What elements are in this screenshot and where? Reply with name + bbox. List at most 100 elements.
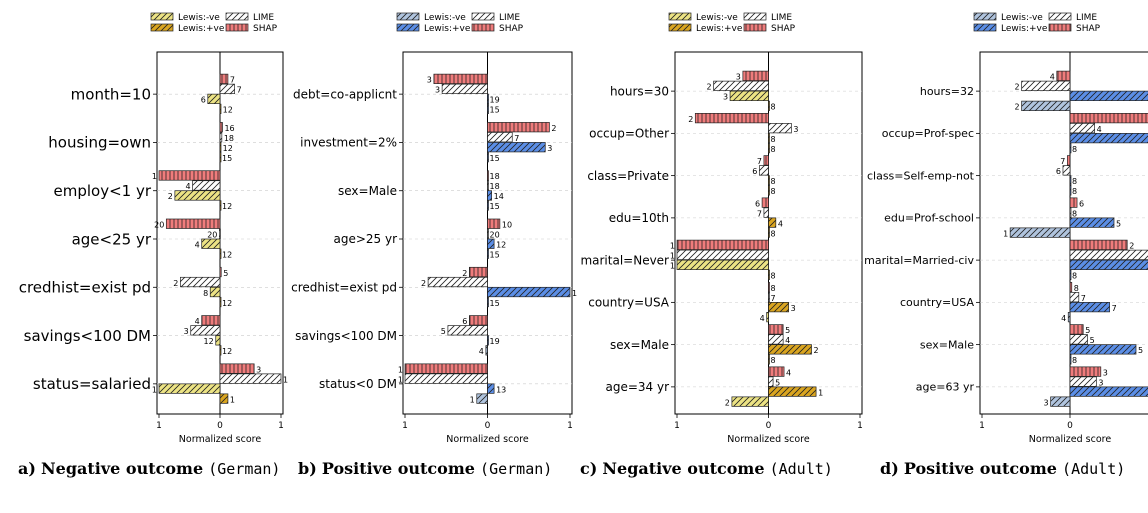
bar-hatch [1070, 354, 1071, 365]
rank-label: 3 [793, 125, 798, 134]
legend-label: Lewis:-ve [1001, 13, 1043, 23]
rank-label: 5 [441, 327, 446, 336]
rank-label: 4 [786, 368, 791, 377]
bar-hatch [730, 91, 769, 101]
bar-hatch [166, 219, 220, 229]
panel-d: Lewis:-ve LIME Lewis:+ve SHAP hours=32 4 2 1 2 oc… [864, 12, 1148, 445]
rank-label: 18 [490, 172, 500, 181]
bar-hatch [405, 363, 488, 374]
legend-swatch-hatch [226, 24, 248, 31]
bar-hatch [677, 260, 769, 270]
rank-label: 7 [757, 157, 762, 166]
rank-label: 18 [490, 182, 500, 191]
bar-hatch [1070, 292, 1079, 302]
rank-label: 12 [204, 337, 214, 346]
x-tick-label: 1 [156, 421, 162, 431]
rank-label: 8 [771, 145, 776, 154]
legend-label: Lewis:-ve [424, 13, 466, 23]
rank-label: 3 [547, 144, 552, 153]
bar-hatch [768, 101, 770, 111]
rank-label: 12 [222, 347, 232, 356]
bar-hatch [220, 267, 222, 277]
legend: Lewis:-ve LIME Lewis:+ve SHAP [396, 12, 524, 34]
legend-label: SHAP [771, 24, 796, 34]
rank-label: 5 [1138, 346, 1143, 355]
bar-hatch [1070, 143, 1071, 153]
category-label: age=34 yr [605, 380, 669, 394]
bar-hatch [1070, 376, 1097, 387]
bar-hatch [487, 132, 513, 142]
category-label: savings<100 DM [295, 329, 397, 343]
rank-label: 8 [1074, 284, 1079, 293]
rank-label: 6 [755, 199, 760, 208]
caption-b-dataset: (German) [480, 460, 553, 478]
bar-hatch [1070, 240, 1128, 250]
bar-hatch [1021, 101, 1070, 111]
bar-hatch [469, 315, 488, 326]
category-label: edu=Prof-school [884, 212, 974, 225]
legend-label: LIME [499, 13, 520, 23]
legend: Lewis:-ve LIME Lewis:+ve SHAP [668, 12, 796, 34]
rank-label: 5 [1085, 326, 1090, 335]
rank-label: 8 [1072, 209, 1077, 218]
rank-label: 19 [490, 337, 500, 346]
bar-hatch [180, 277, 220, 287]
rank-label: 5 [775, 378, 780, 387]
bar-hatch [768, 344, 812, 355]
rank-label: 2 [707, 83, 712, 92]
legend-swatch-hatch [151, 24, 173, 31]
category-label: credhist=exist pd [291, 280, 397, 294]
rank-label: 20 [490, 231, 500, 240]
rank-label: 8 [1072, 187, 1077, 196]
caption-a-title: Negative outcome [41, 459, 204, 478]
rank-label: 15 [490, 202, 500, 211]
caption-b: b) Positive outcome (German) [298, 459, 576, 479]
bar-hatch [768, 123, 792, 133]
category-label: class=Private [587, 169, 669, 183]
rank-label: 8 [1072, 356, 1077, 365]
bar-hatch [1067, 155, 1070, 166]
rank-label: 7 [771, 294, 776, 303]
x-tick-label: 0 [217, 421, 223, 431]
bar-hatch [1070, 324, 1084, 335]
bar-hatch [768, 185, 770, 196]
bar-hatch [487, 94, 489, 104]
caption-d-dataset: (Adult) [1062, 460, 1126, 478]
rank-label: 7 [1112, 304, 1117, 313]
rank-label: 5 [785, 326, 790, 335]
rank-label: 4 [760, 314, 765, 323]
bar-hatch [220, 152, 221, 162]
bar-hatch [428, 277, 488, 287]
rank-label: 18 [224, 134, 234, 143]
bar-hatch [220, 393, 228, 404]
bar-hatch [768, 217, 776, 228]
bar-hatch [201, 315, 220, 326]
rank-label: 8 [771, 135, 776, 144]
bar-hatch [485, 345, 488, 356]
rank-label: 16 [224, 124, 234, 133]
rank-label: 13 [496, 385, 506, 394]
rank-label: 15 [490, 251, 500, 260]
rank-label: 19 [490, 96, 500, 105]
bar-hatch [220, 142, 221, 152]
legend-swatch-hatch [1049, 13, 1071, 20]
bar-hatch [768, 175, 770, 186]
bar-hatch [1070, 207, 1071, 218]
bar-hatch [220, 132, 222, 142]
rank-label: 3 [723, 93, 728, 102]
x-tick-label: 1 [979, 421, 985, 431]
bar-hatch [487, 239, 495, 249]
legend-swatch-hatch [397, 13, 419, 20]
bar-hatch [219, 229, 221, 239]
rank-label: 4 [185, 182, 190, 191]
rank-label: 7 [237, 86, 242, 95]
bar-hatch [210, 287, 220, 297]
rank-label: 1 [670, 242, 675, 251]
x-tick-label: 1 [402, 421, 408, 431]
category-label: hours=32 [920, 85, 974, 98]
category-label: credhist=exist pd [19, 279, 151, 297]
panel-c: Lewis:-ve LIME Lewis:+ve SHAP hours=30 3 2 3 8 oc… [580, 12, 863, 445]
bar-hatch [1056, 71, 1070, 81]
bar-hatch [220, 104, 221, 114]
